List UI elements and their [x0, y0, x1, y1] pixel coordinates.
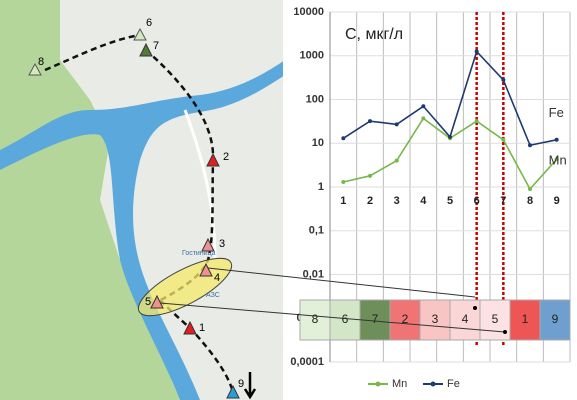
point [528, 187, 532, 192]
sample-label: 2 [402, 312, 409, 326]
road [183, 109, 217, 261]
point [554, 137, 559, 142]
sample-box [509, 299, 541, 341]
river [0, 60, 285, 400]
x-tick-label: 6 [474, 195, 480, 207]
map: 1 2 3 4 5 6 7 8 9 Гостиница АЗС [0, 0, 285, 400]
point [341, 180, 346, 185]
sample-label: 6 [342, 312, 349, 326]
sample-box [329, 299, 361, 341]
connector-dot [473, 306, 477, 310]
point-marker [201, 237, 215, 252]
point-marker [150, 294, 164, 309]
point-marker [199, 262, 213, 277]
series-label: Fe [549, 105, 564, 120]
point [368, 173, 372, 178]
x-tick-label: 2 [367, 195, 373, 207]
point-marker [139, 42, 153, 57]
point-marker [28, 62, 42, 76]
point [421, 116, 426, 121]
y-tick-label: 10 [312, 137, 324, 149]
point [501, 137, 506, 142]
sample-label: 9 [552, 312, 559, 326]
sample-box [389, 299, 421, 341]
point-label: 6 [146, 17, 152, 29]
point-label: 9 [238, 378, 244, 390]
point [394, 122, 399, 127]
place-label: Гостиница [182, 250, 216, 257]
x-tick-label: 8 [527, 195, 533, 207]
x-tick-label: 3 [394, 195, 400, 207]
y-tick-label: 10000 [293, 6, 324, 18]
x-tick-label: 4 [420, 195, 427, 207]
point-marker [206, 152, 220, 167]
sample-label: 8 [312, 312, 319, 326]
point [554, 157, 559, 162]
y-tick-label: 100 [306, 93, 324, 105]
y-tick-label: 0,01 [303, 268, 324, 280]
point [394, 158, 399, 163]
series-label: Mn [549, 153, 567, 168]
point-label: 3 [219, 238, 225, 250]
legend-marker [375, 381, 381, 387]
x-tick-label: 1 [340, 195, 346, 207]
route [44, 33, 141, 72]
y-tick-label: 0,0001 [290, 356, 324, 368]
sample-label: 3 [432, 312, 439, 326]
point-label: 2 [223, 151, 229, 163]
sample-label: 5 [492, 312, 499, 326]
flow-arrow [243, 372, 257, 400]
sample-label: 7 [372, 312, 379, 326]
point [368, 119, 372, 124]
connectors [159, 267, 507, 334]
point-label: 5 [145, 296, 151, 308]
legend-marker [430, 381, 436, 387]
point-label: 4 [214, 272, 220, 284]
point [448, 134, 452, 139]
point-marker [133, 27, 147, 41]
point-label: 8 [38, 56, 44, 68]
x-tick-label: 7 [500, 195, 506, 207]
point-marker [226, 384, 240, 399]
chart: С, мкг/л 1000010001001010,10,010,0010,00… [290, 6, 571, 390]
x-tick-label: 9 [554, 195, 560, 207]
point [421, 104, 426, 109]
sample-label: 4 [462, 312, 469, 326]
legend-label: Mn [392, 378, 407, 390]
point [501, 77, 506, 82]
connector [207, 267, 476, 298]
point-marker [183, 320, 197, 335]
sample-box [539, 299, 571, 341]
point-label: 1 [199, 322, 205, 334]
y-tick-label: 0,1 [309, 225, 324, 237]
point [528, 143, 532, 148]
x-tick-label: 5 [447, 195, 453, 207]
y-tick-label: 1 [318, 181, 324, 193]
point [474, 49, 479, 54]
place-label: АЗС [206, 292, 220, 299]
connector [159, 302, 506, 333]
chart-title: С, мкг/л [345, 26, 403, 43]
point-label: 7 [153, 40, 159, 52]
point [474, 119, 479, 124]
connector-dot [503, 330, 507, 334]
sample-box [299, 299, 331, 341]
legend-label: Fe [447, 378, 460, 390]
point [341, 136, 346, 141]
sample-label: 1 [522, 312, 529, 326]
y-tick-label: 1000 [300, 50, 324, 62]
